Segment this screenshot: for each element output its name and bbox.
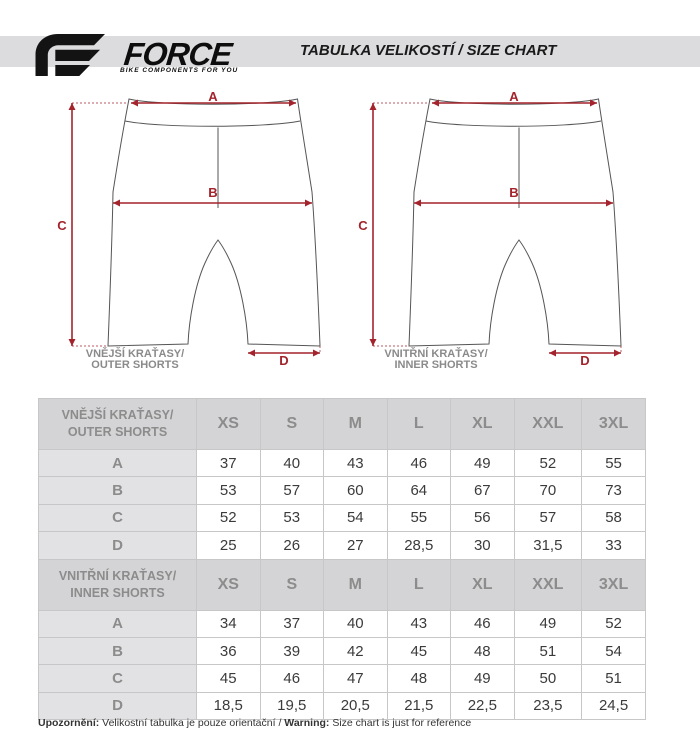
svg-text:C: C [57,218,67,233]
svg-text:A: A [509,89,519,104]
svg-text:OUTER SHORTS: OUTER SHORTS [91,359,178,371]
svg-text:D: D [279,353,288,368]
svg-text:D: D [580,353,589,368]
svg-text:C: C [358,218,368,233]
svg-text:INNER SHORTS: INNER SHORTS [394,359,477,371]
svg-text:B: B [208,185,217,200]
svg-text:B: B [509,185,518,200]
svg-text:A: A [208,89,218,104]
